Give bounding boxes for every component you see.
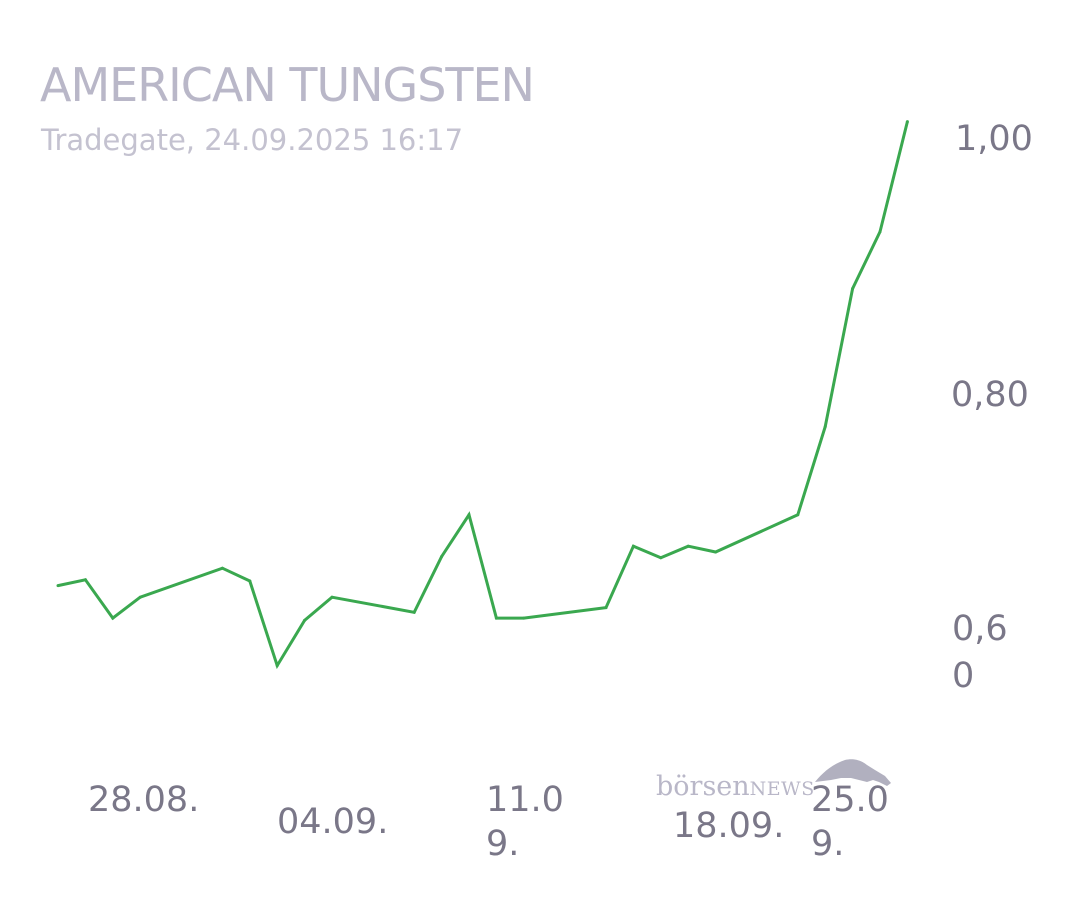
data-point-12	[494, 616, 498, 620]
chart-title: AMERICAN TUNGSTEN	[40, 58, 535, 112]
x-tick-label-18-09: 18.09.	[673, 806, 785, 846]
data-point-0	[56, 584, 60, 588]
y-tick-label-0-60: 0,60	[952, 609, 1008, 696]
chart-subtitle: Tradegate, 24.09.2025 16:17	[41, 123, 464, 157]
data-point-19	[796, 513, 800, 517]
data-point-5	[248, 579, 252, 583]
x-tick-label-25-09: 25.09.	[811, 780, 889, 864]
watermark-text-caps: NEWS	[749, 778, 815, 800]
data-point-8	[330, 595, 334, 599]
data-point-3	[138, 595, 142, 599]
boersennews-logo: börsenNEWS	[653, 756, 913, 816]
watermark-text: börsenNEWS	[656, 771, 815, 802]
data-point-22	[878, 230, 882, 234]
data-point-4	[220, 566, 224, 570]
data-point-17	[686, 544, 690, 548]
watermark-text-lower: börsen	[656, 771, 750, 802]
data-point-14	[604, 606, 608, 610]
y-tick-label-0-80: 0,80	[951, 375, 1029, 415]
x-tick-label-28-08: 28.08.	[88, 780, 200, 820]
data-point-18	[714, 550, 718, 554]
x-tick-label-04-09: 04.09.	[277, 802, 389, 842]
x-tick-label-11-09: 11.09.	[486, 780, 564, 864]
data-point-20	[823, 425, 827, 429]
data-point-2	[111, 616, 115, 620]
data-point-9	[412, 610, 416, 614]
data-point-7	[303, 618, 307, 622]
data-point-21	[851, 287, 855, 291]
price-line-series-0	[57, 121, 909, 670]
y-tick-label-1-00: 1,00	[955, 119, 1033, 159]
data-point-23	[905, 120, 909, 124]
data-point-1	[83, 578, 87, 582]
data-point-16	[659, 556, 663, 560]
data-point-13	[522, 616, 526, 620]
bull-icon	[815, 759, 891, 786]
line-layer	[56, 120, 909, 670]
data-point-6	[275, 664, 279, 668]
data-point-11	[467, 513, 471, 517]
data-point-15	[631, 544, 635, 548]
data-point-10	[440, 555, 444, 559]
